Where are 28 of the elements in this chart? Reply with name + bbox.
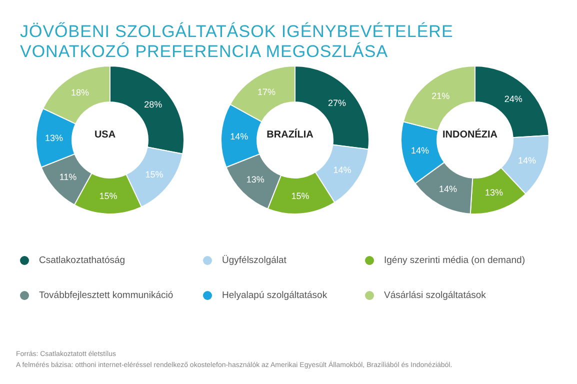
legend-label: Csatlakoztathatóság xyxy=(39,255,126,266)
legend-label: Vásárlási szolgáltatások xyxy=(384,290,486,301)
data-label: 14% xyxy=(333,165,352,176)
text: USA xyxy=(94,130,116,140)
data-label: 15% xyxy=(145,169,164,180)
legend-label: Továbbfejlesztett kommunikáció xyxy=(39,290,174,301)
data-label: 13% xyxy=(45,133,64,144)
chart-title: JÖVŐBENI SZOLGÁLTATÁSOK IGÉNYBEVÉTELÉRE VONATKOZÓ PREFERENCIA MEGOSZLÁSA xyxy=(20,22,454,62)
legend-label: Igény szerinti média (on demand) xyxy=(384,255,525,266)
data-label: 18% xyxy=(70,88,89,98)
data-label: 21% xyxy=(432,90,450,101)
data-label: 27% xyxy=(328,98,346,108)
data-label: 15% xyxy=(99,190,118,201)
data-label: 15% xyxy=(291,190,310,201)
data-label: 14% xyxy=(410,145,429,156)
text: BRAZÍLIA xyxy=(266,128,314,140)
legend-label: Helyalapú szolgáltatások xyxy=(222,290,328,301)
data-label: 14% xyxy=(518,156,536,166)
data-label: 24% xyxy=(504,94,522,104)
data-label: 13% xyxy=(484,188,503,198)
data-label: 11% xyxy=(59,172,77,182)
data-label: 14% xyxy=(439,184,458,194)
data-label: 14% xyxy=(230,131,248,142)
data-label: 28% xyxy=(144,99,162,110)
data-label: 17% xyxy=(257,86,276,97)
legend-label: Ügyfélszolgálat xyxy=(222,255,286,266)
data-label: 13% xyxy=(246,174,264,185)
text: INDONÉZIA xyxy=(442,128,498,140)
